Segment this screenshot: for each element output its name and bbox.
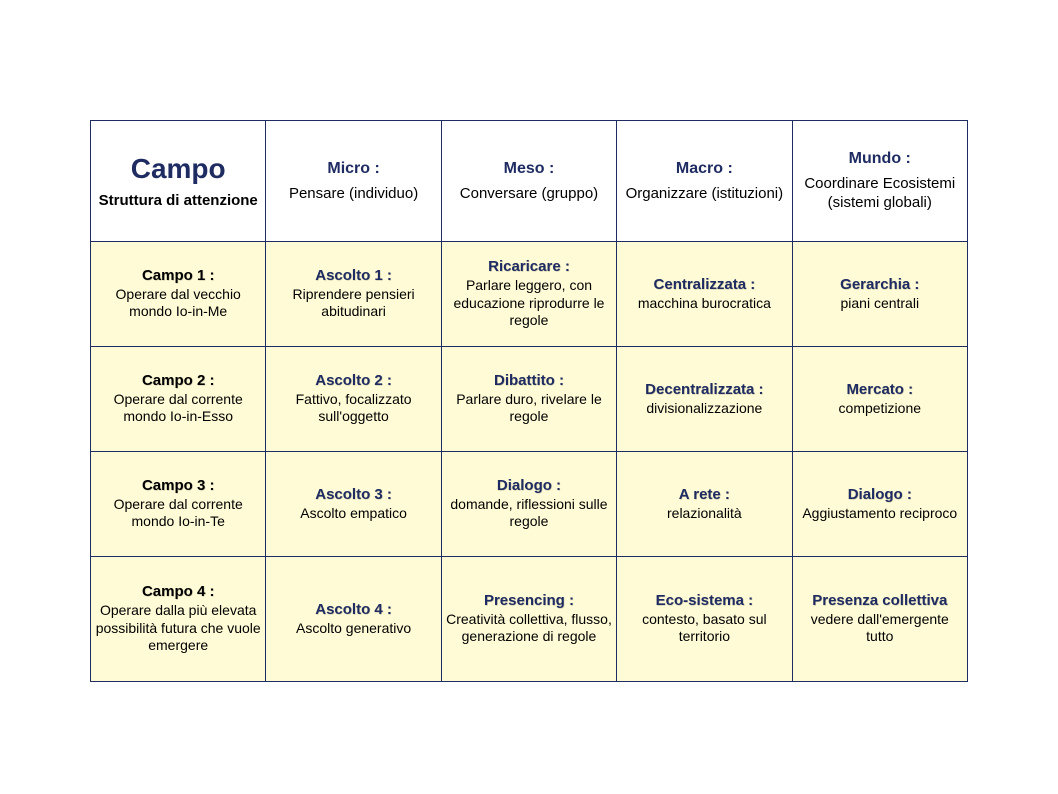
cell-text: contesto, basato sul territorio bbox=[621, 611, 787, 646]
cell-title: Campo 2 : bbox=[95, 372, 261, 391]
cell-title: Campo 1 : bbox=[95, 267, 261, 286]
table-row: Campo 3 : Operare dal corrente mondo Io-… bbox=[91, 452, 968, 557]
cell: Ricaricare : Parlare leggero, con educaz… bbox=[441, 242, 616, 347]
cell: Centralizzata : macchina burocratica bbox=[617, 242, 792, 347]
cell: Presenza collettiva vedere dall'emergent… bbox=[792, 557, 967, 682]
cell-title: A rete : bbox=[621, 486, 787, 505]
cell-text: divisionalizzazione bbox=[621, 400, 787, 418]
cell: Ascolto 3 : Ascolto empatico bbox=[266, 452, 441, 557]
header-col-3: Macro : Organizzare (istituzioni) bbox=[617, 121, 792, 242]
cell: Mercato : competizione bbox=[792, 347, 967, 452]
cell-title: Mercato : bbox=[797, 381, 963, 400]
col-sub: Conversare (gruppo) bbox=[460, 185, 598, 202]
cell-title: Ascolto 4 : bbox=[270, 601, 436, 620]
cell-text: Ascolto empatico bbox=[270, 505, 436, 523]
cell-text: Fattivo, focalizzato sull'oggetto bbox=[270, 391, 436, 426]
col-sub: Pensare (individuo) bbox=[289, 185, 418, 202]
cell: Ascolto 1 : Riprendere pensieri abitudin… bbox=[266, 242, 441, 347]
cell-title: Dialogo : bbox=[446, 477, 612, 496]
header-col-1: Micro : Pensare (individuo) bbox=[266, 121, 441, 242]
cell: Ascolto 4 : Ascolto generativo bbox=[266, 557, 441, 682]
row-head: Campo 2 : Operare dal corrente mondo Io-… bbox=[91, 347, 266, 452]
cell-title: Presenza collettiva bbox=[797, 592, 963, 611]
cell-text: relazionalità bbox=[621, 505, 787, 523]
cell-title: Gerarchia : bbox=[797, 276, 963, 295]
cell-title: Ascolto 2 : bbox=[270, 372, 436, 391]
cell: Ascolto 2 : Fattivo, focalizzato sull'og… bbox=[266, 347, 441, 452]
cell-text: Aggiustamento reciproco bbox=[797, 505, 963, 523]
col-title: Meso : bbox=[446, 159, 612, 179]
cell-text: competizione bbox=[797, 400, 963, 418]
table-row: Campo 1 : Operare dal vecchio mondo Io-i… bbox=[91, 242, 968, 347]
main-subtitle: Struttura di attenzione bbox=[99, 192, 258, 209]
col-sub: Coordinare Ecosistemi (sistemi globali) bbox=[804, 175, 955, 211]
cell-text: Ascolto generativo bbox=[270, 620, 436, 638]
cell: A rete : relazionalità bbox=[617, 452, 792, 557]
cell-title: Campo 3 : bbox=[95, 477, 261, 496]
cell: Eco-sistema : contesto, basato sul terri… bbox=[617, 557, 792, 682]
cell-text: Parlare leggero, con educazione riprodur… bbox=[446, 277, 612, 330]
main-title: Campo bbox=[95, 151, 261, 186]
cell-text: Operare dal corrente mondo Io-in-Esso bbox=[95, 391, 261, 426]
header-col-4: Mundo : Coordinare Ecosistemi (sistemi g… bbox=[792, 121, 967, 242]
header-row: Campo Struttura di attenzione Micro : Pe… bbox=[91, 121, 968, 242]
cell-title: Campo 4 : bbox=[95, 583, 261, 602]
cell-text: macchina burocratica bbox=[621, 295, 787, 313]
cell: Decentralizzata : divisionalizzazione bbox=[617, 347, 792, 452]
table-row: Campo 4 : Operare dalla più elevata poss… bbox=[91, 557, 968, 682]
cell-text: Operare dalla più elevata possibilità fu… bbox=[95, 602, 261, 655]
cell-text: Riprendere pensieri abitudinari bbox=[270, 286, 436, 321]
cell-title: Dibattito : bbox=[446, 372, 612, 391]
cell-title: Ascolto 1 : bbox=[270, 267, 436, 286]
cell-text: Parlare duro, rivelare le regole bbox=[446, 391, 612, 426]
cell: Dialogo : Aggiustamento reciproco bbox=[792, 452, 967, 557]
row-head: Campo 1 : Operare dal vecchio mondo Io-i… bbox=[91, 242, 266, 347]
cell-title: Ricaricare : bbox=[446, 258, 612, 277]
table-wrapper: Campo Struttura di attenzione Micro : Pe… bbox=[0, 0, 1058, 682]
row-head: Campo 3 : Operare dal corrente mondo Io-… bbox=[91, 452, 266, 557]
cell-text: Creatività collettiva, flusso, generazio… bbox=[446, 611, 612, 646]
col-title: Macro : bbox=[621, 159, 787, 179]
col-title: Mundo : bbox=[797, 149, 963, 169]
cell-title: Presencing : bbox=[446, 592, 612, 611]
cell-title: Eco-sistema : bbox=[621, 592, 787, 611]
cell-text: Operare dal vecchio mondo Io-in-Me bbox=[95, 286, 261, 321]
cell-text: domande, riflessioni sulle regole bbox=[446, 496, 612, 531]
header-col-0: Campo Struttura di attenzione bbox=[91, 121, 266, 242]
row-head: Campo 4 : Operare dalla più elevata poss… bbox=[91, 557, 266, 682]
col-title: Micro : bbox=[270, 159, 436, 179]
cell-text: vedere dall'emergente tutto bbox=[797, 611, 963, 646]
cell: Dialogo : domande, riflessioni sulle reg… bbox=[441, 452, 616, 557]
campo-table: Campo Struttura di attenzione Micro : Pe… bbox=[90, 120, 968, 682]
cell: Gerarchia : piani centrali bbox=[792, 242, 967, 347]
header-col-2: Meso : Conversare (gruppo) bbox=[441, 121, 616, 242]
cell: Dibattito : Parlare duro, rivelare le re… bbox=[441, 347, 616, 452]
table-row: Campo 2 : Operare dal corrente mondo Io-… bbox=[91, 347, 968, 452]
cell-title: Dialogo : bbox=[797, 486, 963, 505]
cell-text: Operare dal corrente mondo Io-in-Te bbox=[95, 496, 261, 531]
cell-title: Centralizzata : bbox=[621, 276, 787, 295]
col-sub: Organizzare (istituzioni) bbox=[626, 185, 784, 202]
cell-title: Ascolto 3 : bbox=[270, 486, 436, 505]
cell-title: Decentralizzata : bbox=[621, 381, 787, 400]
cell-text: piani centrali bbox=[797, 295, 963, 313]
cell: Presencing : Creatività collettiva, flus… bbox=[441, 557, 616, 682]
